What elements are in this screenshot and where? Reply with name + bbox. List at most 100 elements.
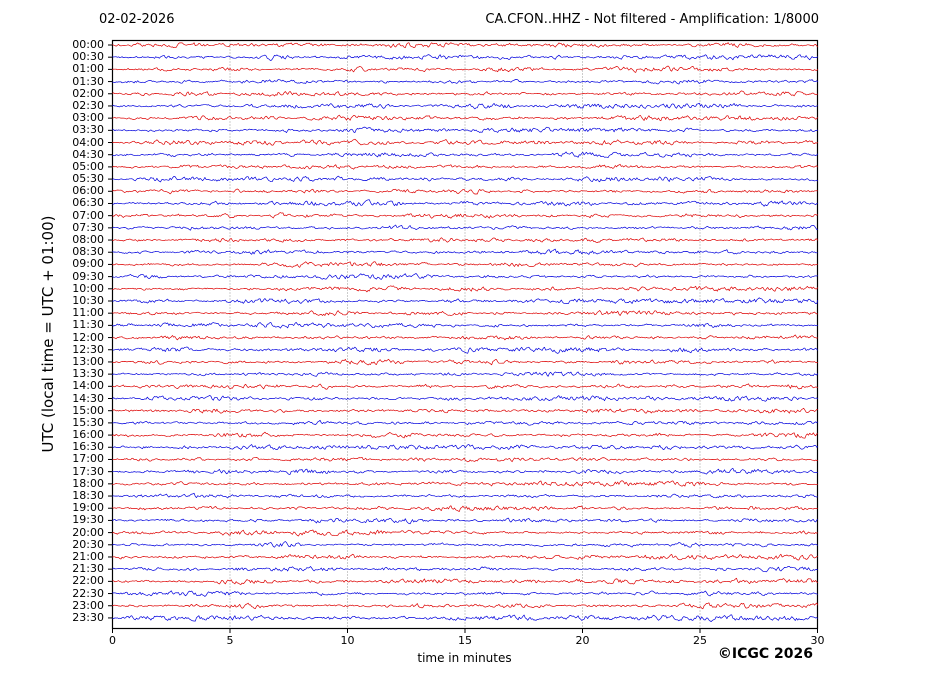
station-title: CA.CFON..HHZ - Not filtered - Amplificat… [485, 12, 819, 27]
seismogram-trace-13:00 [112, 358, 818, 366]
y-tick-label-07:30: 07:30 [72, 220, 104, 234]
y-tick-label-23:00: 23:00 [72, 598, 104, 612]
seismogram-trace-12:00 [112, 334, 818, 341]
y-tick-label-16:00: 16:00 [72, 428, 104, 442]
seismogram-trace-09:00 [112, 261, 818, 268]
seismogram-trace-00:00 [112, 42, 818, 49]
y-tick-label-11:30: 11:30 [72, 318, 104, 332]
y-tick-label-14:30: 14:30 [72, 391, 104, 405]
x-tick-label-25: 25 [693, 634, 707, 647]
x-axis-label: time in minutes [417, 651, 512, 665]
y-tick-label-10:30: 10:30 [72, 293, 104, 307]
seismogram-trace-22:00 [112, 577, 818, 585]
seismogram-trace-21:30 [112, 566, 818, 573]
x-tick-label-30: 30 [810, 634, 825, 647]
y-tick-label-13:00: 13:00 [72, 354, 104, 368]
seismogram-trace-20:00 [112, 529, 818, 537]
y-tick-label-19:00: 19:00 [72, 501, 104, 515]
seismogram-trace-11:00 [112, 310, 818, 316]
y-tick-label-12:30: 12:30 [72, 342, 104, 356]
y-tick-label-22:30: 22:30 [72, 586, 104, 600]
seismogram-trace-16:00 [112, 431, 818, 439]
y-tick-label-02:00: 02:00 [72, 86, 104, 100]
y-tick-label-06:30: 06:30 [72, 196, 104, 210]
seismogram-trace-23:00 [112, 602, 818, 610]
date-title: 02-02-2026 [99, 12, 175, 27]
x-tick-label-10: 10 [340, 634, 355, 647]
seismogram-trace-10:00 [112, 285, 818, 293]
seismogram-trace-01:30 [112, 79, 818, 85]
x-tick-label-20: 20 [575, 634, 590, 647]
y-tick-label-15:30: 15:30 [72, 415, 104, 429]
seismogram-trace-10:30 [112, 297, 818, 305]
seismogram-trace-14:30 [112, 395, 818, 402]
seismogram-trace-02:30 [112, 102, 818, 110]
y-tick-label-00:00: 00:00 [72, 38, 104, 51]
y-tick-label-08:00: 08:00 [72, 233, 104, 247]
y-tick-label-18:00: 18:00 [72, 476, 104, 490]
seismogram-trace-20:30 [112, 541, 818, 548]
x-tick-label-5: 5 [226, 634, 234, 647]
y-tick-label-03:30: 03:30 [72, 123, 104, 137]
seismogram-trace-01:00 [112, 65, 818, 73]
y-tick-label-12:00: 12:00 [72, 330, 104, 344]
y-tick-label-09:30: 09:30 [72, 269, 104, 283]
y-tick-label-01:00: 01:00 [72, 62, 104, 76]
seismogram-trace-17:30 [112, 467, 818, 475]
y-tick-label-05:30: 05:30 [72, 172, 104, 186]
y-tick-label-17:00: 17:00 [72, 452, 104, 466]
seismogram-trace-04:30 [112, 151, 818, 158]
copyright-text: ©ICGC 2026 [717, 646, 813, 662]
y-tick-label-13:30: 13:30 [72, 367, 104, 381]
seismogram-trace-00:30 [112, 54, 818, 61]
seismogram-trace-15:30 [112, 419, 818, 426]
seismogram-trace-17:00 [112, 456, 818, 463]
y-tick-label-11:00: 11:00 [72, 306, 104, 320]
seismogram-trace-05:30 [112, 175, 818, 183]
y-tick-label-05:00: 05:00 [72, 159, 104, 173]
seismogram-trace-18:30 [112, 492, 818, 499]
y-tick-label-19:30: 19:30 [72, 513, 104, 527]
seismogram-trace-21:00 [112, 553, 818, 561]
y-tick-label-21:30: 21:30 [72, 562, 104, 576]
y-tick-label-08:30: 08:30 [72, 245, 104, 259]
seismogram-trace-09:30 [112, 273, 818, 280]
seismogram-trace-08:00 [112, 237, 818, 243]
y-tick-label-21:00: 21:00 [72, 549, 104, 563]
x-tick-label-0: 0 [109, 634, 116, 647]
y-tick-label-18:30: 18:30 [72, 489, 104, 503]
seismogram-trace-11:30 [112, 322, 818, 329]
y-tick-label-23:30: 23:30 [72, 610, 104, 624]
y-tick-label-22:00: 22:00 [72, 574, 104, 588]
y-tick-label-17:30: 17:30 [72, 464, 104, 478]
y-tick-label-10:00: 10:00 [72, 281, 104, 295]
y-tick-label-15:00: 15:00 [72, 403, 104, 417]
seismogram-trace-19:00 [112, 505, 818, 512]
y-tick-label-06:00: 06:00 [72, 184, 104, 198]
seismogram-trace-22:30 [112, 590, 818, 597]
seismogram-trace-18:00 [112, 480, 818, 487]
seismogram-trace-02:00 [112, 90, 818, 97]
seismogram-trace-07:30 [112, 224, 818, 231]
y-tick-label-20:30: 20:30 [72, 537, 104, 551]
seismogram-trace-04:00 [112, 138, 818, 146]
y-tick-label-20:00: 20:00 [72, 525, 104, 539]
y-tick-label-02:30: 02:30 [72, 98, 104, 112]
seismogram-trace-23:30 [112, 614, 818, 622]
y-tick-label-14:00: 14:00 [72, 379, 104, 393]
seismogram-trace-05:00 [112, 163, 818, 170]
x-tick-label-15: 15 [458, 634, 472, 647]
seismogram-trace-08:30 [112, 248, 818, 255]
y-tick-label-00:30: 00:30 [72, 50, 104, 64]
y-tick-label-16:30: 16:30 [72, 440, 104, 454]
y-tick-label-01:30: 01:30 [72, 74, 104, 88]
y-tick-label-04:30: 04:30 [72, 147, 104, 161]
seismogram-trace-03:30 [112, 126, 818, 133]
seismogram-trace-19:30 [112, 517, 818, 525]
y-tick-label-04:00: 04:00 [72, 135, 104, 149]
y-tick-label-03:00: 03:00 [72, 111, 104, 125]
seismogram-trace-12:30 [112, 346, 818, 354]
seismogram-trace-15:00 [112, 407, 818, 414]
